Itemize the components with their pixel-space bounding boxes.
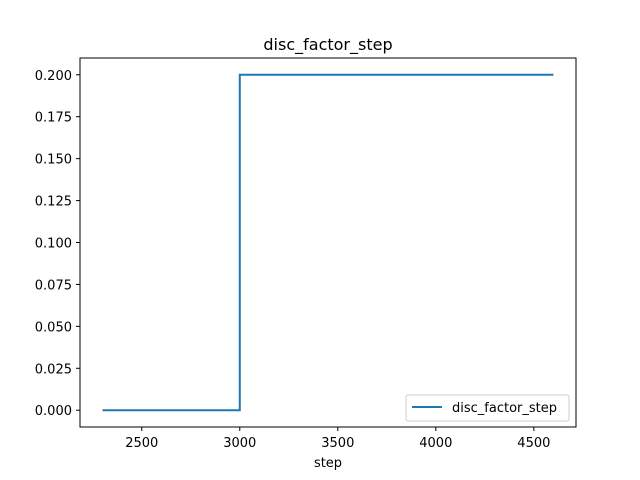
legend-box	[405, 394, 570, 422]
y-tick-label: 0.200	[35, 69, 72, 84]
y-tick-label: 0.050	[35, 320, 72, 335]
y-axis: 0.000 0.025 0.050 0.075 0.100 0.125 0.150 0.175…	[35, 69, 80, 419]
y-tick-label: 0.000	[35, 404, 72, 419]
x-tick-label: 3500	[321, 436, 354, 451]
x-tick-label: 4000	[419, 436, 452, 451]
y-tick-label: 0.150	[35, 153, 72, 168]
legend-label: disc_factor_step	[452, 401, 557, 416]
x-axis-label: step	[314, 456, 342, 471]
y-tick-label: 0.125	[35, 195, 72, 210]
y-tick-label: 0.100	[35, 237, 72, 252]
series-layer	[102, 73, 554, 412]
x-tick-label: 2500	[125, 436, 158, 451]
y-tick-label: 0.025	[35, 362, 72, 377]
axes-background	[80, 58, 576, 427]
x-axis: 2500 3000 3500 4000 4500	[125, 427, 550, 451]
chart-title: disc_factor_step	[263, 35, 392, 55]
y-tick-label: 0.075	[35, 278, 72, 293]
x-tick-label: 4500	[517, 436, 550, 451]
legend: disc_factor_step	[405, 394, 570, 422]
y-tick-label: 0.175	[35, 111, 72, 126]
series-line	[102, 73, 554, 412]
x-tick-label: 3000	[223, 436, 256, 451]
plot-area: 2500 3000 3500 4000 4500 0.000 0.025 0.050 0.07…	[35, 57, 577, 451]
